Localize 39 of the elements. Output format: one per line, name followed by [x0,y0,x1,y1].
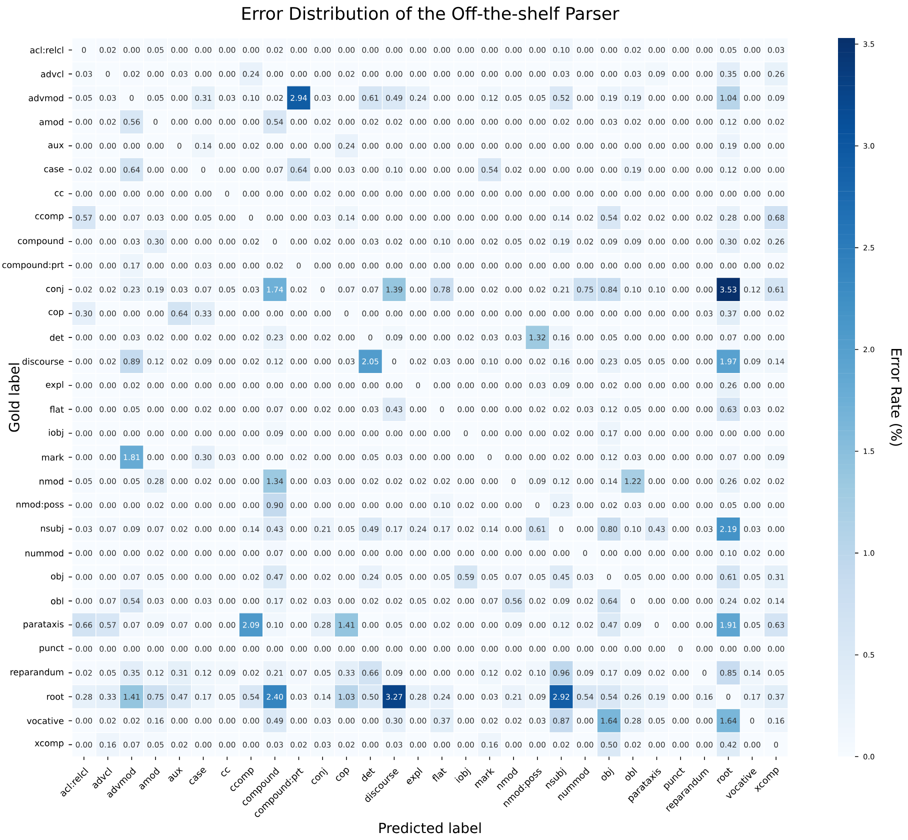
y-tick-label: mark [42,454,64,461]
y-tick-label: acl:relcl [30,46,64,54]
y-tick-label: flat [50,406,64,413]
y-tick-label: iobj [48,429,64,438]
y-tick-label: ccomp [35,214,64,222]
x-tick-label: cc [221,767,230,776]
y-tick-label: advcl [41,70,64,78]
y-tick-label: amod [40,118,64,126]
y-tick-label: advmod [28,94,64,102]
y-tick-label: discourse [22,358,64,365]
color-bar-title: Error Rate (%) [890,349,902,446]
y-tick-label: reparandum [10,668,64,678]
y-tick-label: nsubj [40,524,64,534]
x-tick-label: flat [432,768,447,782]
x-tick-label: cop [336,768,349,781]
y-tick-label: nummod [25,550,64,556]
y-tick-label: parataxis [24,620,64,630]
y-tick-label: aux [48,143,64,148]
x-tick-label: obj [602,767,614,781]
y-tick-label: nmod [40,478,64,485]
y-tick-label: expl [46,381,64,390]
y-tick-label: conj [46,285,64,294]
y-tick-label: obj [51,572,64,582]
y-axis-title: Gold label [8,363,20,432]
y-tick-label: vocative [26,717,64,724]
y-tick-label: root [47,694,64,700]
y-tick-label: case [44,167,64,172]
y-tick-label: punct [40,644,64,653]
y-tick-label: det [50,334,64,341]
y-tick-label: compound:prt [2,261,64,270]
y-tick-label: nmod:poss [16,500,64,510]
y-tick-label: compound [18,237,64,246]
x-tick-label: aux [168,767,183,782]
y-tick-label: cop [48,310,64,317]
chart-title: Error Distribution of the Off-the-shelf Parser [242,6,620,20]
y-tick-label: obl [51,598,64,604]
y-tick-label: cc [54,191,64,196]
x-axis-title: Predicted label [379,822,481,834]
y-tick-label: xcomp [34,741,64,748]
